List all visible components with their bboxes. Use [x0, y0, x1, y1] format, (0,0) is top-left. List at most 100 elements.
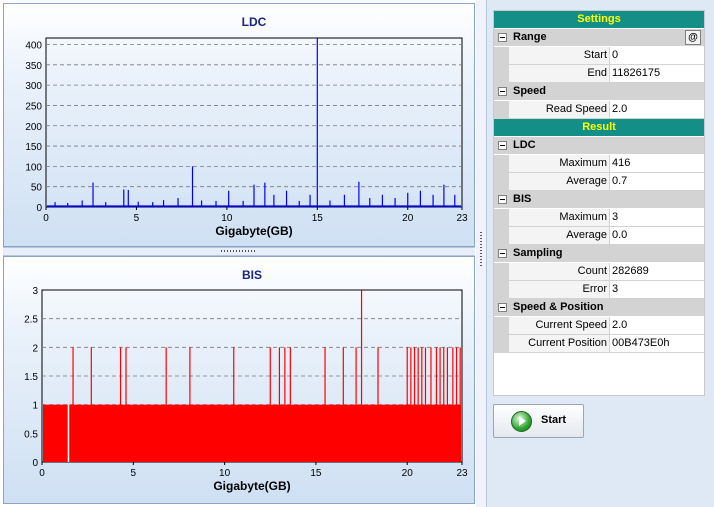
collapse-icon[interactable]	[498, 303, 507, 312]
category-speed[interactable]: Speed	[494, 83, 704, 101]
category-label: Range	[513, 31, 547, 43]
row-gutter	[494, 209, 509, 227]
plot-area	[45, 37, 463, 208]
bis-maximum-value: 3	[612, 211, 619, 223]
bis-chart: BIS 0 0.5 1 1.5 2 2.5 3 0 5 10 15 20 23 Gigabyte(GB)	[24, 268, 468, 493]
property-key: Maximum	[509, 155, 610, 172]
y-tick-label: 3	[32, 286, 38, 297]
x-axis-label: Gigabyte(GB)	[213, 479, 290, 493]
collapse-icon[interactable]	[498, 141, 507, 150]
ldc-average-value: 0.7	[612, 175, 628, 187]
collapse-icon[interactable]	[498, 33, 507, 42]
ldc-maximum-value: 416	[612, 157, 631, 169]
y-tick-label: 250	[25, 101, 42, 112]
bis-average-value: 0.0	[612, 229, 628, 241]
bis-chart-panel: BIS 0 0.5 1 1.5 2 2.5 3 0 5 10 15 20 23 Gigabyte(GB)	[3, 256, 475, 504]
y-tick-label: 400	[25, 41, 42, 52]
y-tick-label: 350	[25, 61, 42, 72]
row-gutter	[494, 227, 509, 245]
property-row-ldc-average[interactable]: Average 0.7	[494, 173, 704, 191]
property-row-current-position[interactable]: Current Position 00B473E0h	[494, 335, 704, 353]
row-gutter	[494, 101, 509, 119]
y-tick-label: 200	[25, 122, 42, 133]
y-tick-label: 0.5	[24, 429, 38, 440]
y-tick-label: 2	[32, 343, 38, 354]
row-gutter	[494, 47, 509, 65]
category-label: Speed	[513, 85, 547, 97]
property-key: Current Speed	[509, 317, 610, 334]
row-gutter	[494, 335, 509, 353]
ldc-chart: LDC 0 50 100 150 200 250 300 350 400 0 5 10 15 20 23 Gig…	[25, 15, 468, 238]
x-tick-label: 0	[39, 468, 45, 479]
x-tick-label: 20	[402, 468, 414, 479]
chart-title: BIS	[242, 268, 262, 282]
y-tick-label: 1	[32, 401, 38, 412]
play-icon	[511, 411, 532, 432]
category-speed-position[interactable]: Speed & Position	[494, 299, 704, 317]
start-button[interactable]: Start	[493, 404, 584, 438]
y-tick-label: 0	[36, 203, 42, 214]
horizontal-splitter[interactable]	[3, 247, 475, 256]
splitter-grip-icon	[221, 250, 257, 252]
y-tick-label: 1.5	[24, 372, 38, 383]
property-row-read-speed[interactable]: Read Speed 2.0	[494, 101, 704, 119]
category-ldc[interactable]: LDC	[494, 137, 704, 155]
y-tick-label: 0	[32, 458, 38, 469]
property-grid: Settings Range @ Start 0 End 11826175 Sp…	[493, 10, 705, 396]
x-tick-label: 5	[134, 213, 140, 224]
baseline-fill	[43, 404, 461, 462]
property-key: Maximum	[509, 209, 610, 226]
property-key: Read Speed	[509, 101, 610, 118]
x-tick-label: 20	[402, 213, 414, 224]
start-button-label: Start	[541, 414, 567, 426]
property-row-start[interactable]: Start 0	[494, 47, 704, 65]
row-gutter	[494, 317, 509, 335]
start-value[interactable]: 0	[612, 49, 619, 61]
end-value[interactable]: 11826175	[612, 67, 661, 79]
x-tick-label: 5	[131, 468, 137, 479]
property-row-bis-maximum[interactable]: Maximum 3	[494, 209, 704, 227]
count-value: 282689	[612, 265, 649, 277]
property-row-error[interactable]: Error 3	[494, 281, 704, 299]
current-position-value: 00B473E0h	[612, 337, 670, 349]
property-row-bis-average[interactable]: Average 0.0	[494, 227, 704, 245]
result-header: Result	[494, 119, 704, 137]
row-gutter	[494, 173, 509, 191]
x-tick-label: 23	[456, 468, 468, 479]
read-speed-value[interactable]: 2.0	[612, 103, 628, 115]
properties-pane: Settings Range @ Start 0 End 11826175 Sp…	[486, 0, 714, 507]
vertical-splitter[interactable]	[476, 0, 486, 507]
settings-header: Settings	[494, 11, 704, 29]
range-at-button[interactable]: @	[685, 30, 701, 45]
x-tick-label: 10	[221, 213, 233, 224]
category-label: Speed & Position	[513, 301, 604, 313]
x-tick-label: 23	[456, 213, 468, 224]
category-bis[interactable]: BIS	[494, 191, 704, 209]
property-row-count[interactable]: Count 282689	[494, 263, 704, 281]
row-gutter	[494, 281, 509, 299]
collapse-icon[interactable]	[498, 87, 507, 96]
property-row-end[interactable]: End 11826175	[494, 65, 704, 83]
collapse-icon[interactable]	[498, 249, 507, 258]
collapse-icon[interactable]	[498, 195, 507, 204]
category-sampling[interactable]: Sampling	[494, 245, 704, 263]
property-row-ldc-maximum[interactable]: Maximum 416	[494, 155, 704, 173]
property-key: Count	[509, 263, 610, 280]
category-range[interactable]: Range @	[494, 29, 704, 47]
property-key: Error	[509, 281, 610, 298]
chart-title: LDC	[242, 15, 267, 29]
y-tick-label: 300	[25, 81, 42, 92]
x-tick-label: 10	[219, 468, 231, 479]
category-label: LDC	[513, 139, 536, 151]
property-key: Average	[509, 227, 610, 244]
property-key: Average	[509, 173, 610, 190]
property-key: Start	[509, 47, 610, 64]
property-key: End	[509, 65, 610, 82]
y-tick-label: 50	[31, 183, 43, 194]
property-row-current-speed[interactable]: Current Speed 2.0	[494, 317, 704, 335]
category-label: Sampling	[513, 247, 563, 259]
row-gutter	[494, 263, 509, 281]
x-tick-label: 15	[312, 213, 324, 224]
row-gutter	[494, 65, 509, 83]
error-value: 3	[612, 283, 619, 295]
